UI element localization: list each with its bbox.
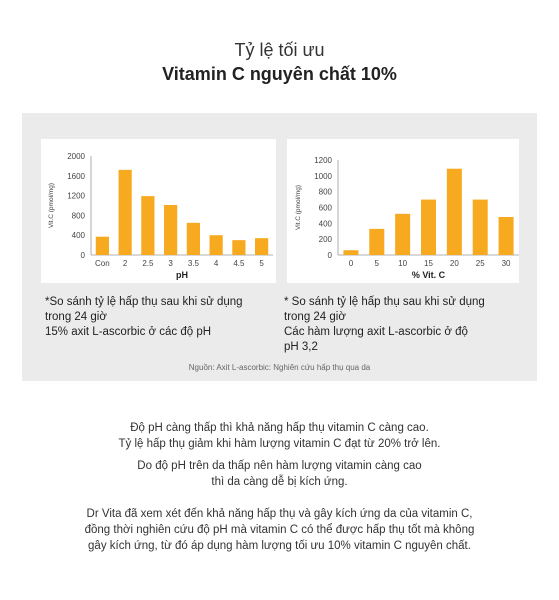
- y-tick-label: 400: [319, 219, 333, 228]
- left-note: *So sánh tỷ lệ hấp thụ sau khi sử dụng t…: [45, 295, 243, 340]
- bar: [95, 236, 109, 255]
- ph-chart-svg: 0 400 800 1200 1600 2000 Con 2 2.5 3 3.5 4 4.5 5 pH Vit…: [48, 152, 273, 280]
- x-axis-title: % Vit. C: [412, 270, 446, 280]
- bar: [118, 169, 132, 255]
- source-citation: Nguồn: Axit L-ascorbic: Nghiên cứu hấp t…: [188, 363, 371, 372]
- left-note-line: trong 24 giờ: [45, 311, 107, 323]
- paragraph-line: gây kích ứng, từ đó áp dụng hàm lượng tố…: [88, 540, 471, 552]
- y-tick-label: 800: [319, 188, 333, 197]
- ph-chart: 0 400 800 1200 1600 2000 Con 2 2.5 3 3.5 4 4.5 5 pH Vit…: [41, 139, 276, 283]
- y-tick-label: 400: [72, 231, 86, 240]
- y-tick-label: 200: [319, 235, 333, 244]
- heading-line-2: Vitamin C nguyên chất 10%: [162, 64, 397, 84]
- concentration-chart-svg: 0 200 400 600 800 1000 1200 0 5 10 15 20 25 30 % Vit. …: [295, 156, 519, 280]
- x-tick-label: 30: [502, 259, 511, 268]
- left-note-line: 15% axit L-ascorbic ở các độ pH: [45, 326, 212, 338]
- y-tick-label: 0: [81, 251, 86, 260]
- paragraph-3: Dr Vita đã xem xét đến khả năng hấp thụ …: [0, 506, 559, 554]
- y-axis-title: Vit.C (pmol/mg): [295, 185, 302, 230]
- bar: [164, 205, 178, 255]
- bar: [498, 217, 514, 255]
- right-note-line: Các hàm lượng axit L-ascorbic ở độ: [284, 326, 468, 338]
- bar: [369, 228, 385, 255]
- right-note-line: pH 3,2: [284, 341, 318, 353]
- bar: [232, 240, 246, 255]
- y-tick-label: 1200: [314, 156, 332, 165]
- x-tick-label: 4: [214, 259, 219, 268]
- y-tick-label: 600: [319, 204, 333, 213]
- x-tick-label: 0: [349, 259, 354, 268]
- x-tick-label: 5: [375, 259, 380, 268]
- paragraph-line: Do độ pH trên da thấp nên hàm lượng vita…: [137, 460, 422, 472]
- x-tick-label: 5: [259, 259, 264, 268]
- x-tick-label: 20: [450, 259, 459, 268]
- bar: [472, 199, 488, 255]
- y-tick-label: 800: [72, 211, 86, 220]
- x-tick-label: 2: [123, 259, 128, 268]
- x-tick-label: 2.5: [142, 259, 154, 268]
- y-tick-label: 1600: [67, 172, 85, 181]
- concentration-chart: 0 200 400 600 800 1000 1200 0 5 10 15 20 25 30 % Vit. …: [287, 139, 519, 283]
- x-axis-title: pH: [176, 270, 188, 280]
- bar: [141, 196, 155, 255]
- y-tick-label: 0: [328, 251, 333, 260]
- x-tick-label: 15: [424, 259, 433, 268]
- x-tick-label: 3.5: [188, 259, 200, 268]
- bar: [395, 213, 411, 255]
- bar: [255, 238, 269, 255]
- paragraph-1: Độ pH càng thấp thì khả năng hấp thụ vit…: [0, 420, 559, 452]
- x-tick-label: 10: [398, 259, 407, 268]
- right-note-line: * So sánh tỷ lệ hấp thụ sau khi sử dụng: [284, 296, 485, 308]
- paragraph-line: Dr Vita đã xem xét đến khả năng hấp thụ …: [86, 508, 473, 520]
- study-panel: 0 400 800 1200 1600 2000 Con 2 2.5 3 3.5 4 4.5 5 pH Vit…: [22, 113, 537, 381]
- paragraph-2: Do độ pH trên da thấp nên hàm lượng vita…: [0, 458, 559, 490]
- right-note: * So sánh tỷ lệ hấp thụ sau khi sử dụng …: [284, 295, 485, 355]
- heading-line-1: Tỷ lệ tối ưu: [234, 40, 325, 60]
- y-tick-label: 2000: [67, 152, 85, 161]
- bar: [446, 168, 462, 255]
- paragraph-line: Tỷ lệ hấp thụ giảm khi hàm lượng vitamin…: [118, 438, 441, 450]
- left-note-line: *So sánh tỷ lệ hấp thụ sau khi sử dụng: [45, 296, 243, 308]
- paragraph-line: đồng thời nghiên cứu độ pH mà vitamin C …: [84, 524, 475, 536]
- x-tick-label: 25: [476, 259, 485, 268]
- bar: [186, 222, 200, 255]
- paragraph-line: Độ pH càng thấp thì khả năng hấp thụ vit…: [130, 422, 429, 434]
- bar: [343, 250, 359, 255]
- x-tick-label: 3: [168, 259, 173, 268]
- y-tick-label: 1200: [67, 192, 85, 201]
- y-tick-label: 1000: [314, 172, 332, 181]
- paragraph-line: thì da càng dễ bị kích ứng.: [211, 476, 348, 488]
- bar: [209, 235, 223, 255]
- x-tick-label: Con: [95, 259, 110, 268]
- x-tick-label: 4.5: [233, 259, 245, 268]
- y-axis-title: Vit.C (pmol/mg): [48, 183, 55, 228]
- right-note-line: trong 24 giờ: [284, 311, 346, 323]
- bar: [421, 199, 436, 255]
